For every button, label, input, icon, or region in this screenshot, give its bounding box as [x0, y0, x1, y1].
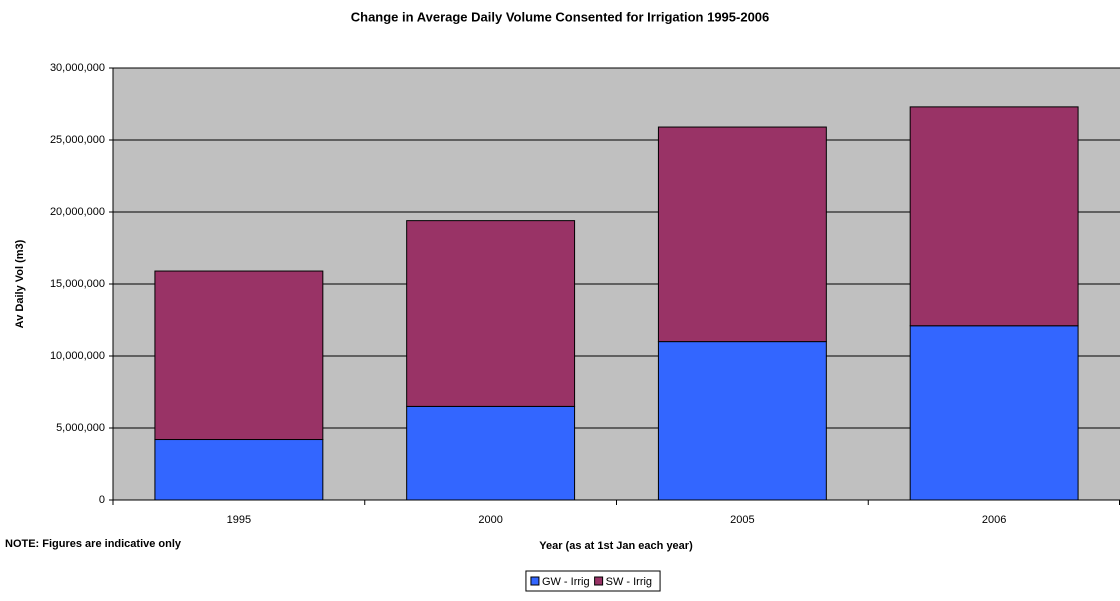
bar-segment — [154, 270, 324, 441]
x-axis-title: Year (as at 1st Jan each year) — [539, 540, 693, 552]
y-tick-label: 30,000,000 — [50, 62, 105, 74]
bar-segment — [657, 341, 827, 501]
y-tick-label: 25,000,000 — [50, 134, 105, 146]
x-tick-label: 2006 — [982, 514, 1006, 526]
annotation: NOTE: Figures are indicative only — [5, 538, 182, 550]
y-tick-label: 20,000,000 — [50, 206, 105, 218]
bar-segment — [909, 325, 1079, 501]
y-axis-title: Av Daily Vol (m3) — [14, 239, 26, 328]
x-tick-label: 2000 — [478, 514, 502, 526]
bar-segment — [657, 126, 827, 343]
legend: GW - Irrig SW - Irrig — [525, 570, 661, 592]
legend-swatch — [530, 576, 540, 586]
y-tick-label: 5,000,000 — [56, 422, 105, 434]
bar-segment — [154, 439, 324, 501]
y-tick-label: 10,000,000 — [50, 350, 105, 362]
legend-label: GW - Irrig — [542, 576, 590, 588]
y-tick-label: 0 — [99, 494, 105, 506]
bar-segment — [909, 106, 1079, 327]
chart-title: Change in Average Daily Volume Consented… — [351, 9, 770, 24]
legend-label: SW - Irrig — [606, 576, 652, 588]
x-tick-label: 2005 — [730, 514, 754, 526]
x-tick-label: 1995 — [227, 514, 251, 526]
legend-swatch — [594, 576, 604, 586]
bar-segment — [406, 220, 576, 407]
bar-segment — [406, 405, 576, 501]
y-tick-label: 15,000,000 — [50, 278, 105, 290]
legend-box — [525, 570, 661, 592]
